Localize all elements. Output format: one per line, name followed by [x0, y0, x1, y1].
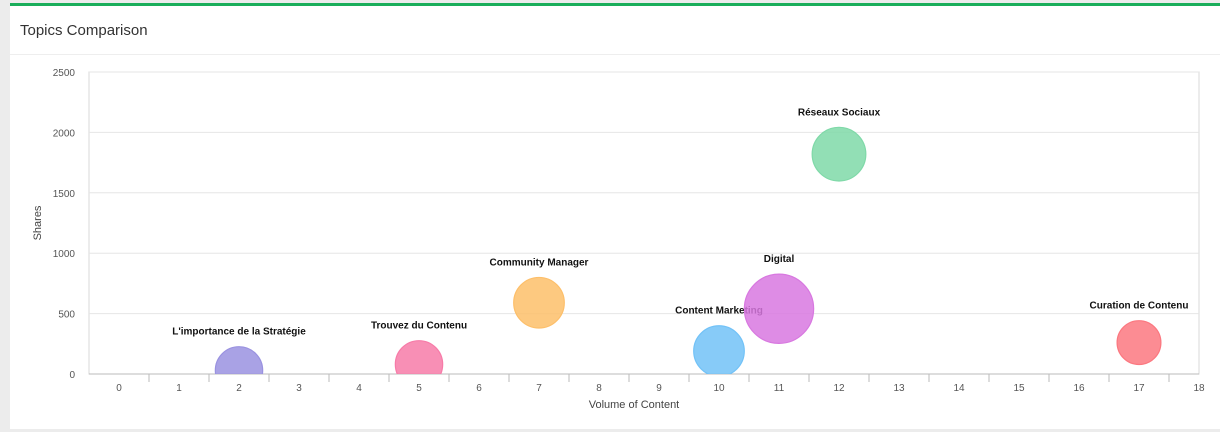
- bubble-label: Réseaux Sociaux: [798, 107, 881, 118]
- bubble: [693, 325, 745, 374]
- y-tick-label: 2500: [53, 68, 76, 79]
- y-tick-label: 2000: [53, 128, 76, 139]
- x-tick-label: 10: [713, 383, 725, 394]
- bubble: [394, 340, 444, 374]
- x-tick-label: 3: [296, 383, 302, 394]
- x-tick-label: 11: [774, 383, 785, 394]
- x-tick-label: 9: [656, 383, 662, 394]
- y-tick-label: 1500: [53, 189, 76, 200]
- x-tick-label: 4: [356, 383, 362, 394]
- y-axis-title: Shares: [32, 205, 44, 240]
- bubble: [811, 126, 867, 182]
- bubble-label: L'importance de la Stratégie: [172, 327, 306, 338]
- x-tick-label: 18: [1193, 383, 1205, 394]
- x-tick-label: 2: [236, 383, 242, 394]
- x-axis-title: Volume of Content: [589, 399, 680, 411]
- x-tick-label: 14: [953, 383, 965, 394]
- x-tick-label: 1: [176, 383, 182, 394]
- y-tick-label: 0: [69, 370, 75, 381]
- bubble-label: Trouvez du Contenu: [371, 321, 467, 332]
- bubble-label: Curation de Contenu: [1090, 301, 1189, 312]
- panel-title: Topics Comparison: [20, 21, 148, 39]
- x-tick-label: 0: [116, 383, 122, 394]
- x-tick-label: 12: [833, 383, 845, 394]
- x-tick-label: 15: [1013, 383, 1025, 394]
- x-tick-label: 13: [893, 383, 905, 394]
- x-tick-label: 8: [596, 383, 602, 394]
- bubble: [214, 346, 264, 374]
- panel-header: Topics Comparison: [10, 6, 1220, 55]
- x-tick-label: 16: [1073, 383, 1085, 394]
- y-tick-label: 1000: [53, 249, 76, 260]
- bubble-label: Content Marketing: [675, 306, 763, 317]
- x-tick-label: 7: [536, 383, 542, 394]
- x-tick-label: 5: [416, 383, 422, 394]
- x-tick-label: 6: [476, 383, 482, 394]
- bubble-label: Digital: [764, 254, 795, 265]
- y-tick-label: 500: [58, 310, 75, 321]
- x-tick-label: 17: [1133, 383, 1145, 394]
- chart-panel: Topics Comparison 0 500 1000 1500 2000 2500 0 1…: [10, 3, 1220, 429]
- bubble: [1116, 320, 1162, 366]
- bubble: [513, 276, 565, 329]
- bubble: [743, 273, 815, 345]
- bubble-label: Community Manager: [490, 257, 589, 268]
